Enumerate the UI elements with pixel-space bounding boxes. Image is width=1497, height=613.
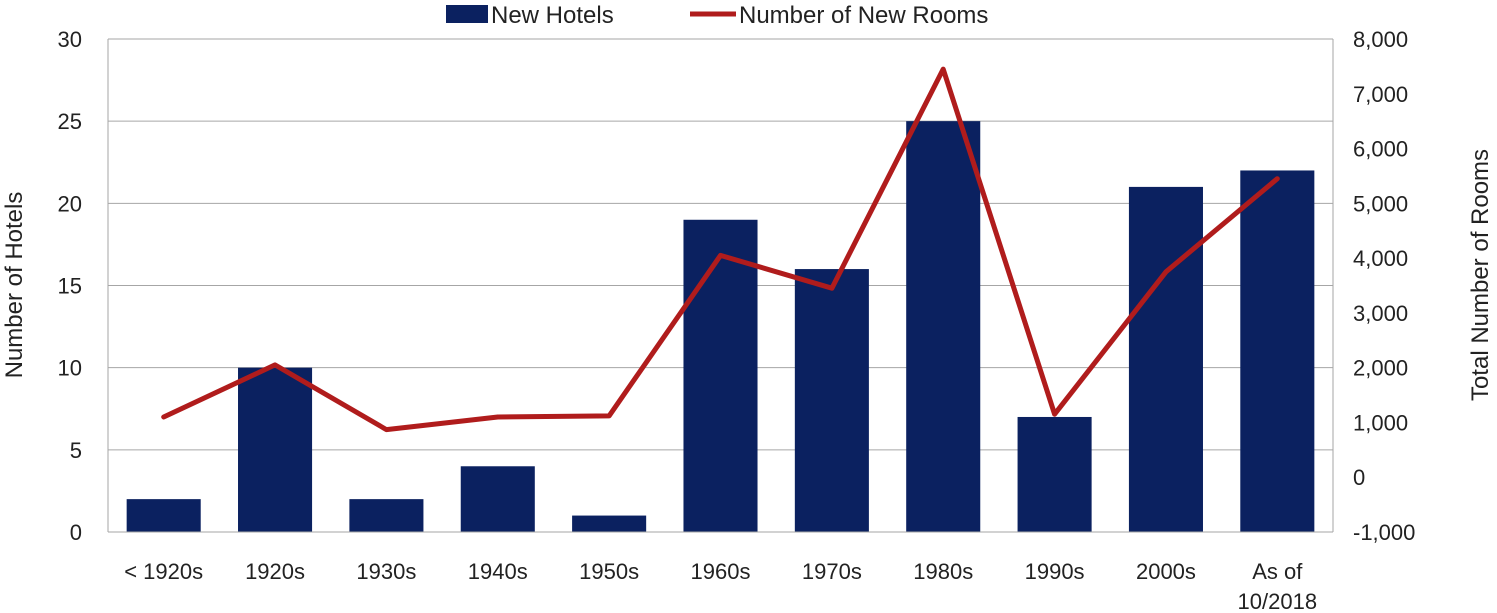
- y2-tick-label: 6,000: [1353, 137, 1408, 162]
- y2-tick-label: -1,000: [1353, 520, 1415, 545]
- legend-label-new-hotels: New Hotels: [491, 2, 614, 29]
- x-tick-label: 1990s: [1025, 559, 1085, 584]
- y2-tick-label: 2,000: [1353, 356, 1408, 381]
- y-tick-label: 30: [58, 27, 82, 52]
- right-axis-ticks: -1,000 0 1,000 2,000 3,000 4,000 5,000 6,000 7,0…: [1353, 27, 1415, 545]
- y2-tick-label: 8,000: [1353, 27, 1408, 52]
- plot-frame: [107, 39, 1334, 533]
- bar: [349, 499, 424, 532]
- y2-axis-title: Total Number of Rooms: [1467, 149, 1494, 401]
- bar: [572, 515, 647, 532]
- bar: [1017, 416, 1092, 532]
- x-tick-label: 1950s: [579, 559, 639, 584]
- bar: [1240, 170, 1315, 532]
- x-tick-label: As of 10/2018: [1238, 559, 1318, 613]
- bar: [238, 367, 313, 532]
- y-axis-title: Number of Hotels: [1, 192, 28, 379]
- bar: [1128, 186, 1203, 532]
- x-tick-label: 2000s: [1136, 559, 1196, 584]
- x-axis-ticks: < 1920s 1920s 1930s 1940s 1950s 1960s 1970s 198…: [124, 559, 1317, 613]
- bar: [460, 466, 535, 532]
- bar: [683, 219, 758, 532]
- hotel-bars: [126, 121, 1315, 533]
- legend-label-new-rooms: Number of New Rooms: [739, 2, 988, 29]
- y2-tick-label: 5,000: [1353, 191, 1408, 216]
- x-tick-label: 1980s: [913, 559, 973, 584]
- bar: [906, 121, 981, 533]
- y-tick-label: 10: [58, 356, 82, 381]
- y-tick-label: 15: [58, 274, 82, 299]
- y2-tick-label: 4,000: [1353, 246, 1408, 271]
- y-tick-label: 20: [58, 191, 82, 216]
- x-tick-label: 1960s: [691, 559, 751, 584]
- x-tick-label: 1940s: [468, 559, 528, 584]
- rooms-line: [161, 66, 1280, 433]
- y-tick-label: 5: [70, 438, 82, 463]
- y2-tick-label: 7,000: [1353, 82, 1408, 107]
- bar: [126, 499, 201, 532]
- y-tick-label: 25: [58, 109, 82, 134]
- rooms-line-path: [161, 66, 1280, 433]
- legend-swatch-new-hotels: [446, 5, 488, 23]
- y2-tick-label: 3,000: [1353, 301, 1408, 326]
- x-tick-label: 1930s: [356, 559, 416, 584]
- left-axis-ticks: 0 5 10 15 20 25 30: [58, 27, 82, 545]
- y2-tick-label: 1,000: [1353, 410, 1408, 435]
- bar: [794, 269, 869, 532]
- legend: New Hotels Number of New Rooms: [446, 2, 988, 29]
- x-tick-label: 1920s: [245, 559, 305, 584]
- x-tick-label: 1970s: [802, 559, 862, 584]
- y-tick-label: 0: [70, 520, 82, 545]
- x-tick-label: < 1920s: [124, 559, 203, 584]
- y2-tick-label: 0: [1353, 465, 1365, 490]
